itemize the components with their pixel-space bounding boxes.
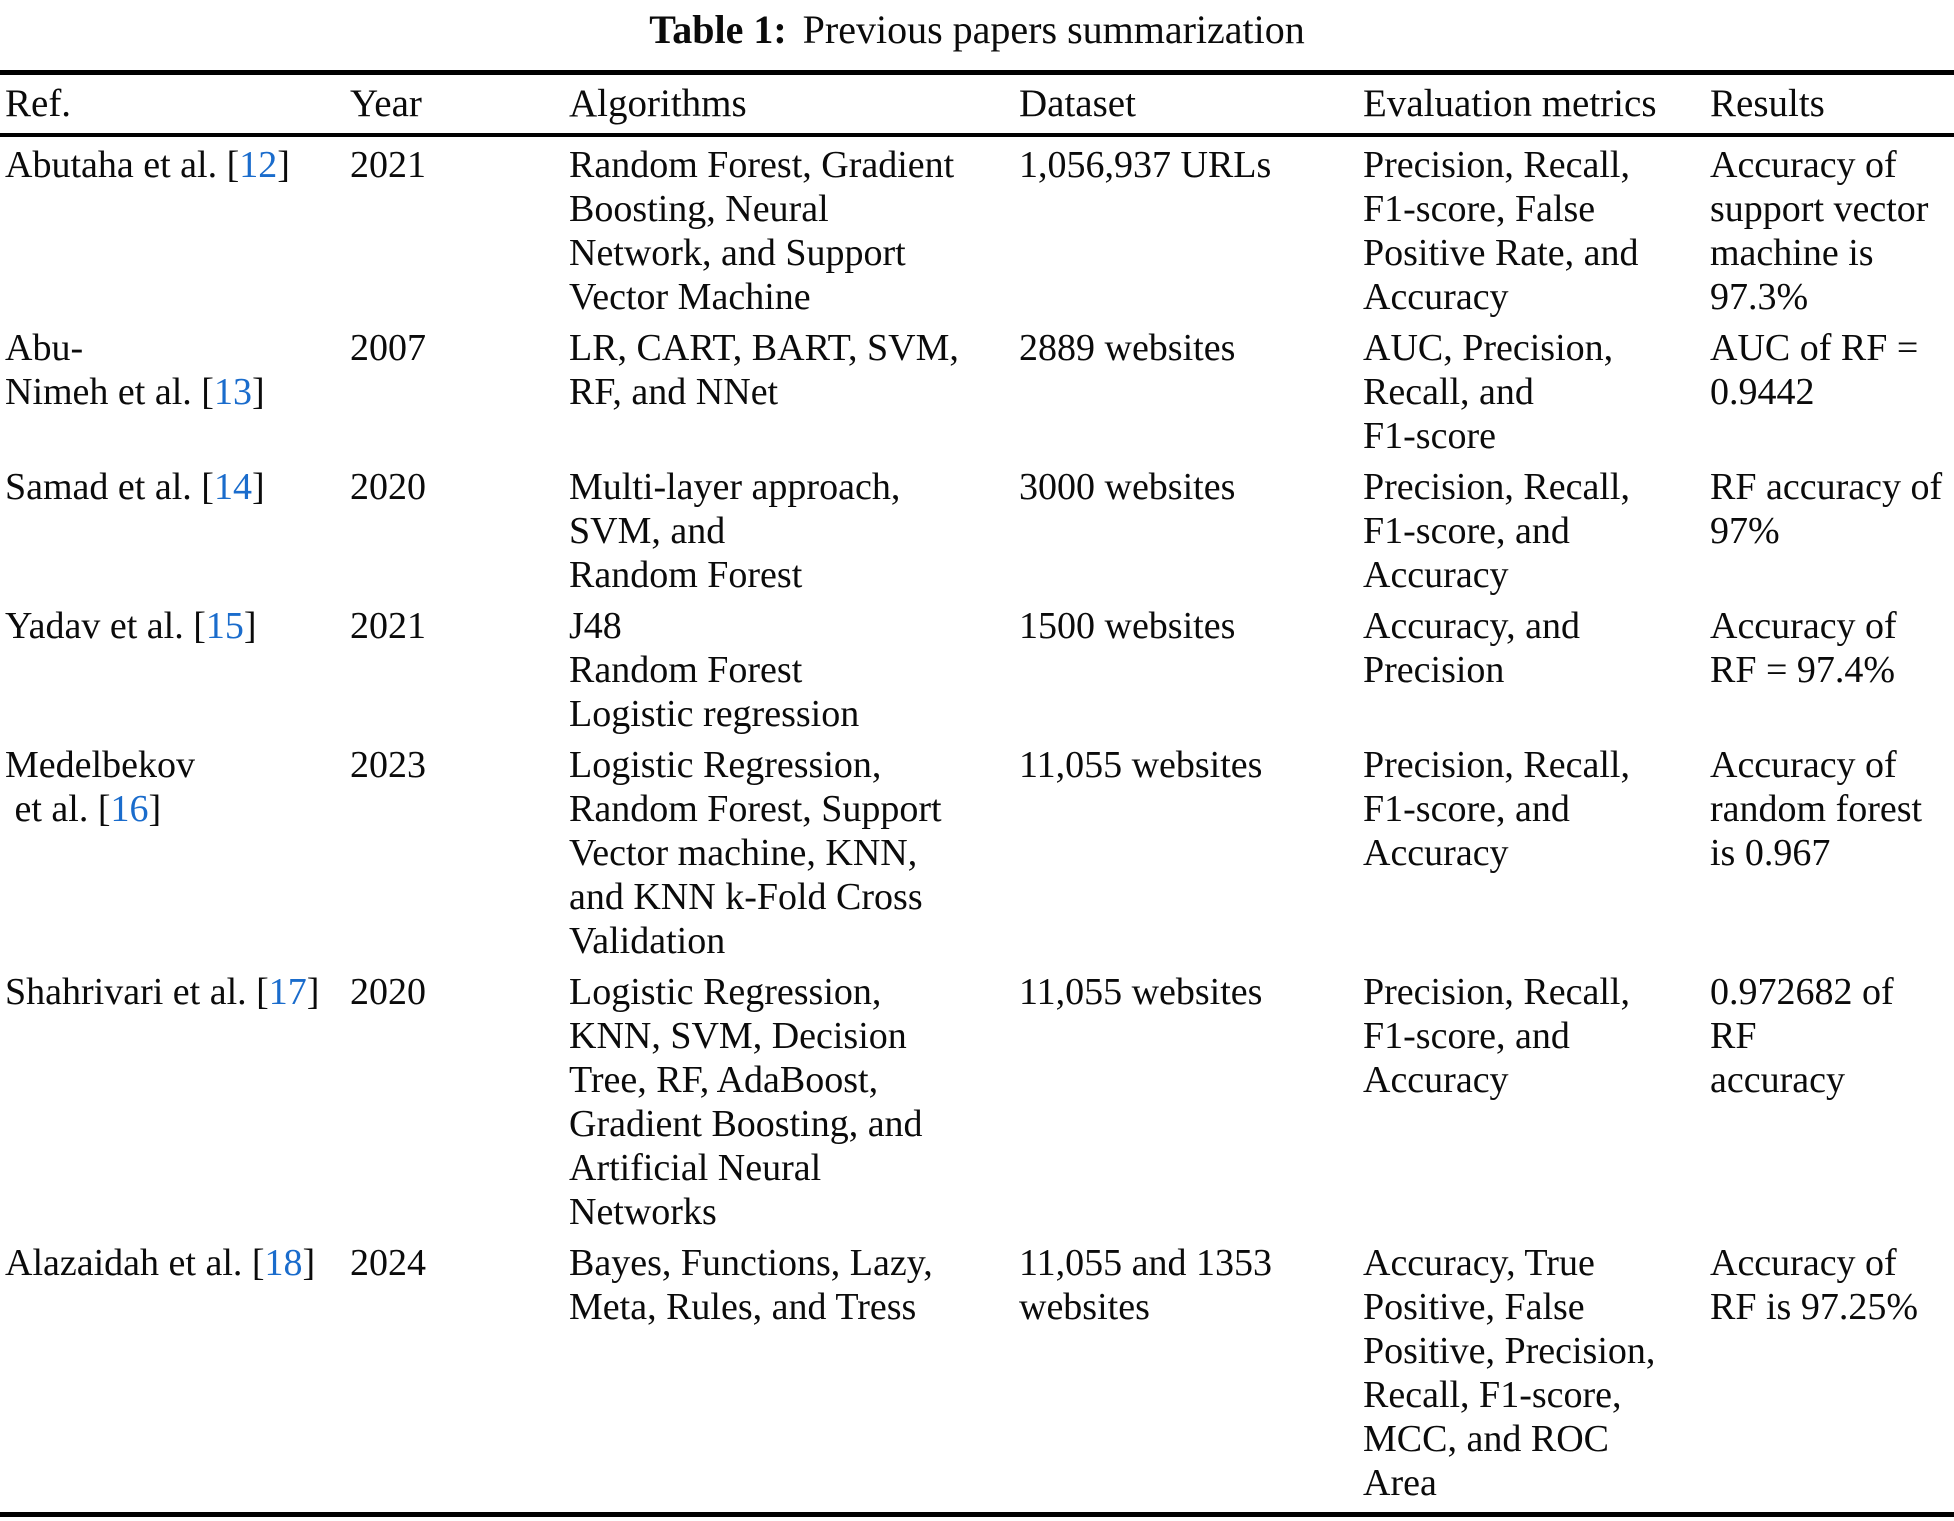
metrics-cell: Accuracy, and Precision xyxy=(1363,605,1580,691)
citation-link[interactable]: 17 xyxy=(268,971,307,1013)
results-cell: Accuracy of RF is 97.25% xyxy=(1710,1242,1918,1328)
results-cell: Accuracy of RF = 97.4% xyxy=(1710,605,1897,691)
citation-link[interactable]: 14 xyxy=(213,466,252,508)
metrics-cell: Precision, Recall, F1-score, and Accurac… xyxy=(1363,744,1630,874)
metrics-cell: AUC, Precision, Recall, and F1-score xyxy=(1363,327,1614,457)
ref-bracket: ] xyxy=(251,466,265,508)
citation-link[interactable]: 12 xyxy=(239,144,278,186)
metrics-cell: Precision, Recall, F1-score, False Posit… xyxy=(1363,144,1639,318)
year-cell: 2007 xyxy=(350,327,426,369)
table-caption-label: Table 1: xyxy=(649,7,787,52)
year-cell: 2023 xyxy=(350,744,426,786)
ref-text: Shahrivari et al. [ xyxy=(5,971,269,1013)
year-cell: 2021 xyxy=(350,144,426,186)
ref-bracket: ] xyxy=(277,144,290,186)
table-row: Samad et al. [14] 2020 Multi-layer appro… xyxy=(0,465,1954,604)
results-cell: Accuracy of support vector machine is 97… xyxy=(1710,144,1929,318)
ref-bracket: ] xyxy=(251,371,265,413)
table-caption-text: Previous papers summarization xyxy=(802,7,1305,52)
col-header-algorithms: Algorithms xyxy=(569,72,1019,137)
algorithms-cell: J48 Random Forest Logistic regression xyxy=(569,605,860,735)
citation-link[interactable]: 13 xyxy=(213,371,252,413)
previous-papers-table: Ref. Year Algorithms Dataset Evaluation … xyxy=(0,70,1954,1517)
ref-text: Yadav et al. [ xyxy=(5,605,206,647)
col-header-dataset: Dataset xyxy=(1019,72,1363,137)
ref-cell: Medelbekov et al. [16] xyxy=(0,743,350,970)
metrics-cell: Precision, Recall, F1-score, and Accurac… xyxy=(1363,466,1630,596)
algorithms-cell: Logistic Regression, Random Forest, Supp… xyxy=(569,744,942,962)
results-cell: Accuracy of random forest is 0.967 xyxy=(1710,744,1923,874)
ref-bracket: ] xyxy=(302,1242,316,1284)
ref-text: Abu- Nimeh et al. [ xyxy=(5,327,214,413)
col-header-ref: Ref. xyxy=(0,72,350,137)
ref-cell: Shahrivari et al. [17] xyxy=(0,970,350,1241)
year-cell: 2020 xyxy=(350,466,426,508)
algorithms-cell: Bayes, Functions, Lazy, Meta, Rules, and… xyxy=(569,1242,933,1328)
citation-link[interactable]: 15 xyxy=(205,605,244,647)
algorithms-cell: Random Forest, Gradient Boosting, Neural… xyxy=(569,144,955,318)
citation-link[interactable]: 18 xyxy=(264,1242,303,1284)
metrics-cell: Precision, Recall, F1-score, and Accurac… xyxy=(1363,971,1630,1101)
table-caption: Table 1: Previous papers summarization xyxy=(0,0,1954,70)
dataset-cell: 11,055 and 1353 websites xyxy=(1019,1242,1272,1328)
ref-bracket: ] xyxy=(148,788,162,830)
ref-bracket: ] xyxy=(243,605,257,647)
ref-text: Abutaha et al. [ xyxy=(5,144,240,186)
ref-bracket: ] xyxy=(306,971,320,1013)
results-cell: RF accuracy of 97% xyxy=(1710,466,1943,552)
table-row: Shahrivari et al. [17] 2020 Logistic Reg… xyxy=(0,970,1954,1241)
table-row: Yadav et al. [15] 2021 J48 Random Forest… xyxy=(0,604,1954,743)
algorithms-cell: Multi-layer approach, SVM, and Random Fo… xyxy=(569,466,901,596)
year-cell: 2021 xyxy=(350,605,426,647)
results-cell: AUC of RF = 0.9442 xyxy=(1710,327,1919,413)
results-cell: 0.972682 of RF accuracy xyxy=(1710,971,1894,1101)
algorithms-cell: Logistic Regression, KNN, SVM, Decision … xyxy=(569,971,923,1233)
citation-link[interactable]: 16 xyxy=(110,788,149,830)
year-cell: 2020 xyxy=(350,971,426,1013)
dataset-cell: 2889 websites xyxy=(1019,327,1236,369)
year-cell: 2024 xyxy=(350,1242,426,1284)
col-header-results: Results xyxy=(1710,72,1954,137)
header-row: Ref. Year Algorithms Dataset Evaluation … xyxy=(0,72,1954,137)
dataset-cell: 1,056,937 URLs xyxy=(1019,144,1272,186)
ref-cell: Samad et al. [14] xyxy=(0,465,350,604)
dataset-cell: 1500 websites xyxy=(1019,605,1236,647)
metrics-cell: Accuracy, True Positive, False Positive,… xyxy=(1363,1242,1656,1504)
dataset-cell: 11,055 websites xyxy=(1019,744,1263,786)
dataset-cell: 11,055 websites xyxy=(1019,971,1263,1013)
col-header-year: Year xyxy=(350,72,569,137)
ref-cell: Yadav et al. [15] xyxy=(0,604,350,743)
table-row: Abu- Nimeh et al. [13] 2007 LR, CART, BA… xyxy=(0,326,1954,465)
ref-text: Samad et al. [ xyxy=(5,466,214,508)
ref-text: Alazaidah et al. [ xyxy=(5,1242,265,1284)
col-header-evaluation-metrics: Evaluation metrics xyxy=(1363,72,1710,137)
ref-cell: Abutaha et al. [12] xyxy=(0,135,350,326)
table-row: Alazaidah et al. [18] 2024 Bayes, Functi… xyxy=(0,1241,1954,1515)
algorithms-cell: LR, CART, BART, SVM, RF, and NNet xyxy=(569,327,959,413)
dataset-cell: 3000 websites xyxy=(1019,466,1236,508)
ref-cell: Alazaidah et al. [18] xyxy=(0,1241,350,1515)
ref-text: Medelbekov et al. [ xyxy=(5,744,195,830)
table-row: Medelbekov et al. [16] 2023 Logistic Reg… xyxy=(0,743,1954,970)
ref-cell: Abu- Nimeh et al. [13] xyxy=(0,326,350,465)
table-row: Abutaha et al. [12] 2021 Random Forest, … xyxy=(0,135,1954,326)
